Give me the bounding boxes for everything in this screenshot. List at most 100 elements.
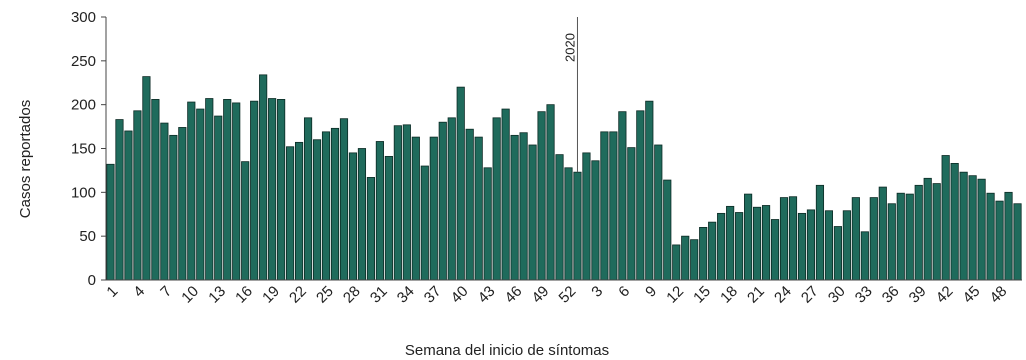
x-tick-label: 27: [798, 283, 822, 307]
x-tick-label: 46: [502, 283, 526, 307]
bar: [851, 197, 860, 281]
bar: [806, 209, 816, 281]
bar: [232, 102, 241, 281]
y-tick-label: 100: [71, 184, 96, 201]
y-tick-label: 50: [79, 228, 96, 245]
x-tick-label: 33: [852, 283, 876, 307]
bar: [286, 146, 295, 281]
bar: [761, 205, 771, 281]
y-tick-label: 250: [71, 53, 96, 70]
y-tick-label: 150: [71, 141, 96, 158]
bar: [348, 152, 358, 281]
bar: [555, 154, 564, 281]
y-axis-ticks: 0 50 100 150 200 250 300: [71, 9, 106, 289]
bar: [1004, 191, 1013, 281]
bar: [564, 167, 573, 281]
bar: [923, 177, 932, 281]
bar: [546, 104, 555, 281]
bar: [726, 205, 735, 281]
bar: [573, 171, 582, 281]
bar: [1013, 203, 1022, 281]
bar: [294, 141, 304, 281]
year-marker-label: 2020: [562, 33, 577, 62]
bar: [178, 127, 187, 281]
bar: [151, 99, 160, 281]
x-tick-label: 48: [987, 283, 1011, 307]
bar: [303, 117, 313, 281]
bar: [896, 192, 905, 281]
bar: [663, 179, 672, 281]
bar: [277, 99, 286, 281]
bar: [582, 152, 591, 281]
bar: [250, 100, 259, 281]
bar: [357, 148, 367, 281]
bar: [744, 193, 753, 281]
bar: [977, 178, 986, 281]
x-tick-label: 40: [448, 283, 472, 307]
bar: [187, 101, 196, 281]
bar: [312, 139, 322, 281]
bar: [753, 206, 762, 281]
bar: [600, 131, 609, 281]
x-tick-label: 36: [879, 283, 903, 307]
bar: [169, 134, 178, 281]
bar: [770, 219, 780, 281]
x-tick-label: 15: [690, 283, 714, 307]
bar: [268, 98, 277, 281]
bar: [528, 144, 537, 281]
x-tick-label: 16: [232, 283, 256, 307]
bar: [681, 235, 690, 281]
y-axis-title: Casos reportados: [17, 100, 34, 218]
bar: [627, 147, 636, 281]
x-tick-label: 9: [642, 283, 660, 301]
x-tick-label: 31: [367, 283, 391, 307]
bar: [878, 186, 887, 281]
x-tick-label: 10: [178, 283, 202, 307]
bar: [950, 162, 959, 281]
bar: [142, 76, 151, 281]
bar: [860, 231, 869, 281]
x-tick-label: 42: [933, 283, 957, 307]
bar: [645, 100, 654, 281]
x-axis-title: Semana del inicio de síntomas: [405, 342, 609, 359]
bar: [672, 244, 681, 281]
bar: [833, 226, 842, 281]
x-tick-label: 6: [615, 283, 633, 301]
bar: [393, 125, 402, 281]
bar: [259, 74, 268, 281]
bar: [654, 144, 663, 281]
bar: [797, 212, 807, 281]
x-tick-label: 34: [394, 283, 418, 307]
x-tick-label: 30: [825, 283, 849, 307]
bar: [699, 226, 708, 281]
bar: [959, 171, 968, 281]
bar: [205, 98, 214, 281]
bar: [788, 196, 798, 281]
x-tick-label: 1: [103, 283, 121, 301]
bar: [690, 239, 699, 281]
bar: [887, 203, 896, 281]
bar: [618, 111, 627, 281]
x-tick-label: 22: [286, 283, 310, 307]
bar: [842, 210, 851, 281]
bar: [708, 221, 717, 281]
x-tick-label: 49: [529, 283, 553, 307]
bar: [501, 108, 510, 281]
bar: [411, 136, 420, 281]
y-tick-label: 0: [88, 272, 96, 289]
bar: [932, 183, 941, 281]
bar: [779, 197, 789, 281]
x-tick-label: 19: [259, 283, 283, 307]
bar: [995, 200, 1004, 281]
bar: [241, 161, 250, 281]
bar: [456, 86, 465, 281]
bar: [133, 110, 142, 281]
bar: [214, 115, 223, 281]
bar: [717, 212, 726, 281]
bar: [420, 165, 429, 281]
x-tick-label: 45: [960, 283, 984, 307]
bar: [537, 111, 546, 281]
bar: [824, 210, 833, 281]
bar: [330, 127, 340, 281]
x-tick-label: 25: [313, 283, 337, 307]
